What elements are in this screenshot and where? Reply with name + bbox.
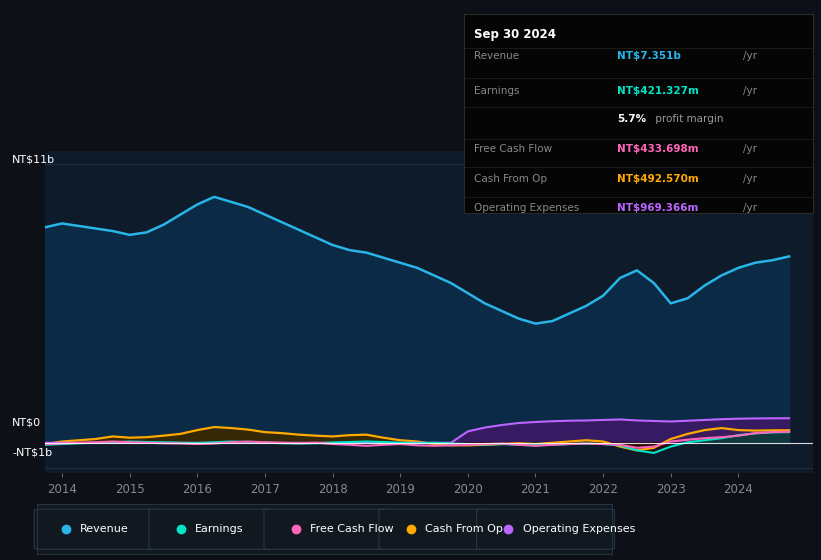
FancyBboxPatch shape [149, 509, 276, 549]
FancyBboxPatch shape [264, 509, 391, 549]
Text: Revenue: Revenue [80, 524, 129, 534]
Text: NT$11b: NT$11b [12, 155, 56, 165]
Text: profit margin: profit margin [653, 114, 724, 124]
Text: /yr: /yr [743, 174, 757, 184]
Text: /yr: /yr [743, 86, 757, 96]
Text: -NT$1b: -NT$1b [12, 447, 53, 458]
Text: NT$433.698m: NT$433.698m [617, 144, 699, 154]
Text: Earnings: Earnings [195, 524, 244, 534]
Text: /yr: /yr [743, 144, 757, 154]
Text: Operating Expenses: Operating Expenses [522, 524, 635, 534]
FancyBboxPatch shape [378, 509, 488, 549]
Text: 5.7%: 5.7% [617, 114, 646, 124]
Text: Cash From Op: Cash From Op [425, 524, 502, 534]
Text: NT$969.366m: NT$969.366m [617, 203, 699, 213]
Text: NT$7.351b: NT$7.351b [617, 51, 681, 61]
Text: /yr: /yr [743, 203, 757, 213]
Text: Cash From Op: Cash From Op [475, 174, 548, 184]
FancyBboxPatch shape [34, 509, 161, 549]
Text: Revenue: Revenue [475, 51, 520, 61]
Text: NT$492.570m: NT$492.570m [617, 174, 699, 184]
Text: NT$0: NT$0 [12, 418, 41, 428]
Text: Free Cash Flow: Free Cash Flow [475, 144, 553, 154]
FancyBboxPatch shape [476, 509, 614, 549]
Text: Operating Expenses: Operating Expenses [475, 203, 580, 213]
Text: Free Cash Flow: Free Cash Flow [310, 524, 393, 534]
Text: /yr: /yr [743, 51, 757, 61]
Text: Earnings: Earnings [475, 86, 520, 96]
Text: Sep 30 2024: Sep 30 2024 [475, 28, 557, 41]
Text: NT$421.327m: NT$421.327m [617, 86, 699, 96]
